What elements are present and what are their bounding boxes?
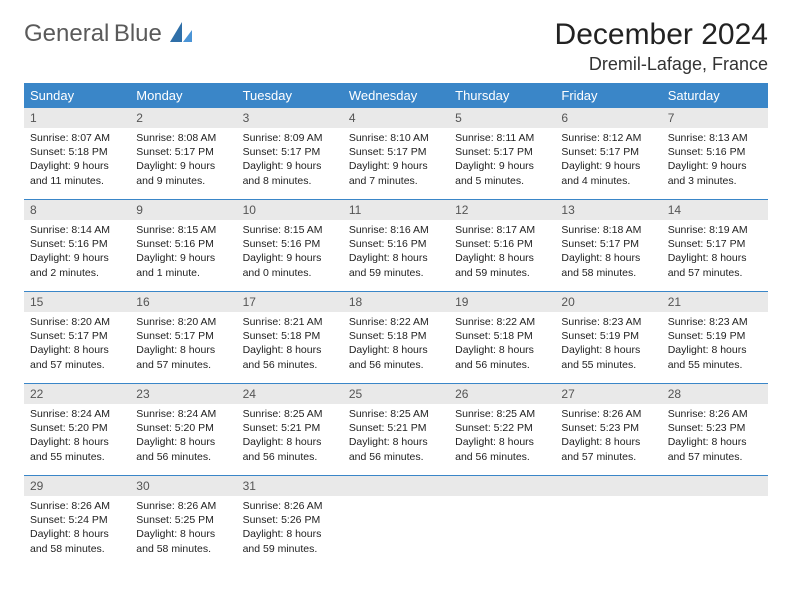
day-number-cell: 14 <box>662 200 768 221</box>
day-detail-cell: Sunrise: 8:26 AMSunset: 5:26 PMDaylight:… <box>237 496 343 567</box>
day-detail-cell: Sunrise: 8:25 AMSunset: 5:21 PMDaylight:… <box>343 404 449 476</box>
day-detail-cell <box>343 496 449 567</box>
day-detail-cell: Sunrise: 8:20 AMSunset: 5:17 PMDaylight:… <box>24 312 130 384</box>
day-number-cell: 21 <box>662 292 768 313</box>
weekday-header: Wednesday <box>343 83 449 108</box>
detail-row: Sunrise: 8:14 AMSunset: 5:16 PMDaylight:… <box>24 220 768 292</box>
day-detail-cell: Sunrise: 8:09 AMSunset: 5:17 PMDaylight:… <box>237 128 343 200</box>
day-number-cell: 30 <box>130 476 236 497</box>
day-number-cell: 27 <box>555 384 661 405</box>
day-detail-cell: Sunrise: 8:23 AMSunset: 5:19 PMDaylight:… <box>555 312 661 384</box>
day-number-cell: 6 <box>555 108 661 128</box>
brand-word-1: General <box>24 20 109 47</box>
day-detail-cell: Sunrise: 8:08 AMSunset: 5:17 PMDaylight:… <box>130 128 236 200</box>
brand-word-2: Blue <box>114 20 162 47</box>
weekday-header: Saturday <box>662 83 768 108</box>
daynum-row: 15161718192021 <box>24 292 768 313</box>
title-block: December 2024 Dremil-Lafage, France <box>555 18 768 75</box>
day-detail-cell: Sunrise: 8:11 AMSunset: 5:17 PMDaylight:… <box>449 128 555 200</box>
day-detail-cell <box>449 496 555 567</box>
day-number-cell: 17 <box>237 292 343 313</box>
day-number-cell: 2 <box>130 108 236 128</box>
day-number-cell: 3 <box>237 108 343 128</box>
day-number-cell: 19 <box>449 292 555 313</box>
day-detail-cell: Sunrise: 8:22 AMSunset: 5:18 PMDaylight:… <box>343 312 449 384</box>
day-detail-cell: Sunrise: 8:24 AMSunset: 5:20 PMDaylight:… <box>130 404 236 476</box>
weekday-header: Thursday <box>449 83 555 108</box>
day-detail-cell: Sunrise: 8:10 AMSunset: 5:17 PMDaylight:… <box>343 128 449 200</box>
detail-row: Sunrise: 8:07 AMSunset: 5:18 PMDaylight:… <box>24 128 768 200</box>
weekday-header: Monday <box>130 83 236 108</box>
day-number-cell: 11 <box>343 200 449 221</box>
day-detail-cell: Sunrise: 8:17 AMSunset: 5:16 PMDaylight:… <box>449 220 555 292</box>
day-number-cell: 26 <box>449 384 555 405</box>
day-detail-cell: Sunrise: 8:18 AMSunset: 5:17 PMDaylight:… <box>555 220 661 292</box>
day-number-cell: 15 <box>24 292 130 313</box>
day-number-cell: 31 <box>237 476 343 497</box>
weekday-header: Tuesday <box>237 83 343 108</box>
day-detail-cell: Sunrise: 8:19 AMSunset: 5:17 PMDaylight:… <box>662 220 768 292</box>
day-number-cell: 23 <box>130 384 236 405</box>
weekday-header-row: Sunday Monday Tuesday Wednesday Thursday… <box>24 83 768 108</box>
day-number-cell: 29 <box>24 476 130 497</box>
day-number-cell <box>343 476 449 497</box>
day-number-cell: 4 <box>343 108 449 128</box>
detail-row: Sunrise: 8:24 AMSunset: 5:20 PMDaylight:… <box>24 404 768 476</box>
day-detail-cell <box>662 496 768 567</box>
day-number-cell <box>555 476 661 497</box>
day-detail-cell: Sunrise: 8:25 AMSunset: 5:22 PMDaylight:… <box>449 404 555 476</box>
day-detail-cell: Sunrise: 8:16 AMSunset: 5:16 PMDaylight:… <box>343 220 449 292</box>
day-number-cell: 18 <box>343 292 449 313</box>
day-number-cell: 7 <box>662 108 768 128</box>
day-number-cell: 16 <box>130 292 236 313</box>
day-detail-cell: Sunrise: 8:24 AMSunset: 5:20 PMDaylight:… <box>24 404 130 476</box>
day-detail-cell: Sunrise: 8:26 AMSunset: 5:24 PMDaylight:… <box>24 496 130 567</box>
day-detail-cell: Sunrise: 8:15 AMSunset: 5:16 PMDaylight:… <box>237 220 343 292</box>
daynum-row: 22232425262728 <box>24 384 768 405</box>
day-detail-cell: Sunrise: 8:12 AMSunset: 5:17 PMDaylight:… <box>555 128 661 200</box>
day-detail-cell: Sunrise: 8:26 AMSunset: 5:25 PMDaylight:… <box>130 496 236 567</box>
day-number-cell: 5 <box>449 108 555 128</box>
day-detail-cell: Sunrise: 8:21 AMSunset: 5:18 PMDaylight:… <box>237 312 343 384</box>
calendar-table: Sunday Monday Tuesday Wednesday Thursday… <box>24 83 768 567</box>
day-detail-cell: Sunrise: 8:07 AMSunset: 5:18 PMDaylight:… <box>24 128 130 200</box>
day-number-cell: 28 <box>662 384 768 405</box>
day-number-cell: 25 <box>343 384 449 405</box>
day-detail-cell: Sunrise: 8:26 AMSunset: 5:23 PMDaylight:… <box>662 404 768 476</box>
day-number-cell: 8 <box>24 200 130 221</box>
month-title: December 2024 <box>555 18 768 52</box>
detail-row: Sunrise: 8:26 AMSunset: 5:24 PMDaylight:… <box>24 496 768 567</box>
day-number-cell: 12 <box>449 200 555 221</box>
day-number-cell: 1 <box>24 108 130 128</box>
daynum-row: 891011121314 <box>24 200 768 221</box>
day-number-cell <box>449 476 555 497</box>
day-detail-cell: Sunrise: 8:13 AMSunset: 5:16 PMDaylight:… <box>662 128 768 200</box>
day-number-cell: 13 <box>555 200 661 221</box>
day-number-cell: 9 <box>130 200 236 221</box>
day-detail-cell: Sunrise: 8:20 AMSunset: 5:17 PMDaylight:… <box>130 312 236 384</box>
daynum-row: 1234567 <box>24 108 768 128</box>
weekday-header: Sunday <box>24 83 130 108</box>
day-number-cell: 20 <box>555 292 661 313</box>
day-detail-cell: Sunrise: 8:22 AMSunset: 5:18 PMDaylight:… <box>449 312 555 384</box>
day-detail-cell: Sunrise: 8:14 AMSunset: 5:16 PMDaylight:… <box>24 220 130 292</box>
day-number-cell <box>662 476 768 497</box>
sail-icon <box>168 20 194 46</box>
header: General Blue December 2024 Dremil-Lafage… <box>24 18 768 75</box>
day-detail-cell: Sunrise: 8:25 AMSunset: 5:21 PMDaylight:… <box>237 404 343 476</box>
detail-row: Sunrise: 8:20 AMSunset: 5:17 PMDaylight:… <box>24 312 768 384</box>
day-number-cell: 22 <box>24 384 130 405</box>
daynum-row: 293031 <box>24 476 768 497</box>
location: Dremil-Lafage, France <box>555 54 768 75</box>
day-detail-cell <box>555 496 661 567</box>
day-detail-cell: Sunrise: 8:23 AMSunset: 5:19 PMDaylight:… <box>662 312 768 384</box>
day-detail-cell: Sunrise: 8:15 AMSunset: 5:16 PMDaylight:… <box>130 220 236 292</box>
day-detail-cell: Sunrise: 8:26 AMSunset: 5:23 PMDaylight:… <box>555 404 661 476</box>
day-number-cell: 10 <box>237 200 343 221</box>
brand-logo: General Blue <box>24 22 194 46</box>
weekday-header: Friday <box>555 83 661 108</box>
day-number-cell: 24 <box>237 384 343 405</box>
